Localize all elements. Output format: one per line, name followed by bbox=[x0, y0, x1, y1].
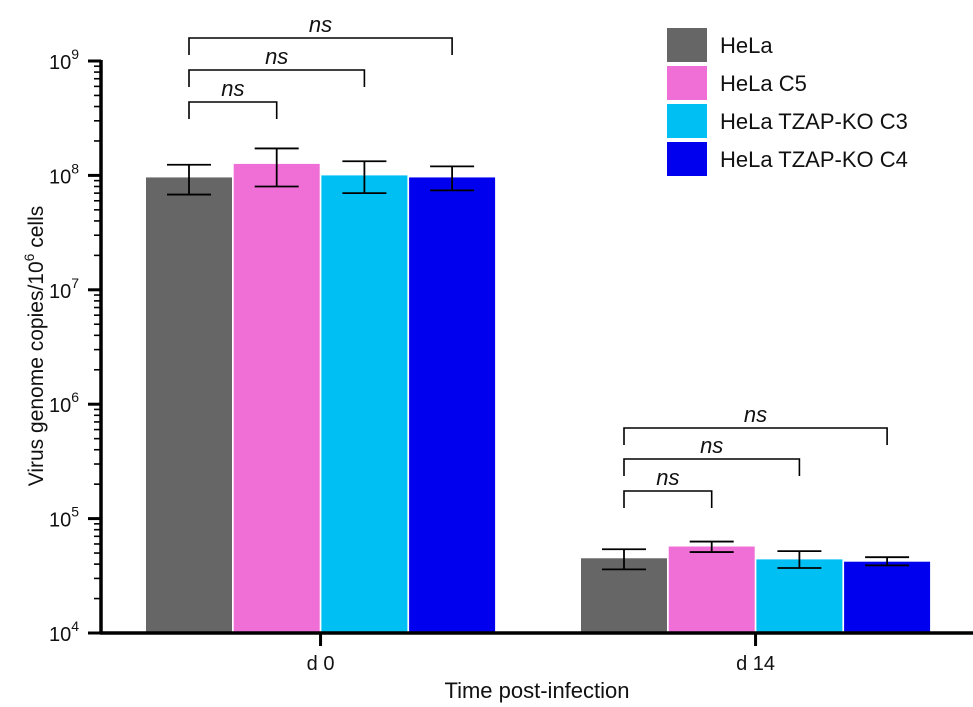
error-bar bbox=[254, 147, 299, 188]
significance-bracket-line bbox=[188, 101, 278, 119]
y-axis-title-sup: 6 bbox=[21, 253, 37, 261]
significance-bracket: ns bbox=[188, 44, 366, 87]
y-axis-title-tail: cells bbox=[25, 206, 48, 254]
legend-swatch bbox=[667, 142, 707, 176]
y-axis-title: Virus genome copies/106 cells bbox=[21, 206, 48, 487]
x-ticks-layer: d 0 d 14 bbox=[307, 633, 775, 675]
legend-item: HeLa TZAP-KO C4 bbox=[667, 142, 908, 176]
legend-item: HeLa TZAP-KO C3 bbox=[667, 104, 908, 138]
significance-bracket: ns bbox=[623, 433, 801, 476]
legend-item: HeLa bbox=[667, 28, 773, 62]
significance-label: ns bbox=[656, 465, 679, 490]
significance-bracket: ns bbox=[623, 465, 713, 508]
axes-layer bbox=[99, 60, 973, 635]
significance-bracket-line bbox=[188, 37, 453, 55]
y-axis-title-main: Virus genome copies/10 bbox=[25, 261, 48, 486]
y-tick-label-base: 10 bbox=[49, 281, 71, 303]
significance-label: ns bbox=[700, 433, 723, 458]
x-tick-label: d 0 bbox=[307, 653, 335, 675]
y-tick-label-base: 10 bbox=[49, 510, 71, 532]
bar bbox=[844, 561, 931, 633]
legend-swatch bbox=[667, 104, 707, 138]
y-tick-label-exponent: 8 bbox=[71, 160, 79, 176]
bar bbox=[668, 546, 755, 633]
legend-label: HeLa C5 bbox=[720, 71, 807, 96]
significance-bracket-line bbox=[623, 490, 713, 508]
error-bar bbox=[167, 163, 211, 196]
y-tick-label: 106 bbox=[49, 389, 79, 417]
error-bar bbox=[342, 160, 387, 195]
y-tick-label: 108 bbox=[49, 160, 79, 188]
y-tick-label: 104 bbox=[49, 618, 79, 646]
bar bbox=[756, 559, 843, 633]
bar bbox=[581, 558, 667, 633]
error-bar bbox=[689, 540, 734, 553]
y-tick-label: 105 bbox=[49, 504, 79, 532]
significance-bracket: ns bbox=[188, 76, 278, 119]
x-tick-label: d 14 bbox=[736, 653, 775, 675]
significance-label: ns bbox=[221, 76, 244, 101]
significance-bracket-line bbox=[623, 458, 801, 476]
x-axis-title: Time post-infection bbox=[444, 678, 629, 703]
bars-layer bbox=[146, 163, 931, 634]
legend-swatch bbox=[667, 28, 707, 62]
error-bar bbox=[865, 556, 910, 567]
y-tick-label-base: 10 bbox=[49, 395, 71, 417]
legend-item: HeLa C5 bbox=[667, 66, 807, 100]
y-tick-label-exponent: 9 bbox=[71, 46, 79, 62]
y-tick-label-base: 10 bbox=[49, 166, 71, 188]
legend-label: HeLa bbox=[720, 33, 773, 58]
bar bbox=[146, 177, 232, 634]
error-bar bbox=[777, 550, 822, 569]
legend-label: HeLa TZAP-KO C4 bbox=[720, 147, 908, 172]
y-tick-label-exponent: 4 bbox=[71, 618, 79, 634]
y-tick-label: 109 bbox=[49, 46, 79, 74]
error-bar bbox=[430, 165, 475, 192]
significance-bracket-line bbox=[188, 69, 366, 87]
y-tick-label-exponent: 6 bbox=[71, 389, 79, 405]
bar bbox=[233, 163, 320, 633]
significance-label: ns bbox=[744, 402, 767, 427]
significance-label: ns bbox=[265, 44, 288, 69]
error-bar bbox=[602, 548, 646, 571]
y-tick-label-base: 10 bbox=[49, 52, 71, 74]
y-tick-label-base: 10 bbox=[49, 624, 71, 646]
significance-label: ns bbox=[309, 12, 332, 37]
y-tick-label-exponent: 5 bbox=[71, 504, 79, 520]
legend-swatch bbox=[667, 66, 707, 100]
significance-bracket: ns bbox=[623, 402, 888, 445]
significance-bracket-line bbox=[623, 427, 888, 445]
legend: HeLa HeLa C5 HeLa TZAP-KO C3 HeLa TZAP-KO C… bbox=[667, 28, 908, 176]
legend-label: HeLa TZAP-KO C3 bbox=[720, 109, 908, 134]
significance-bracket: ns bbox=[188, 12, 453, 55]
error-bars-layer bbox=[167, 147, 910, 571]
y-tick-label: 107 bbox=[49, 275, 79, 303]
bar bbox=[321, 175, 408, 633]
bar bbox=[409, 177, 496, 634]
y-tick-label-exponent: 7 bbox=[71, 275, 79, 291]
